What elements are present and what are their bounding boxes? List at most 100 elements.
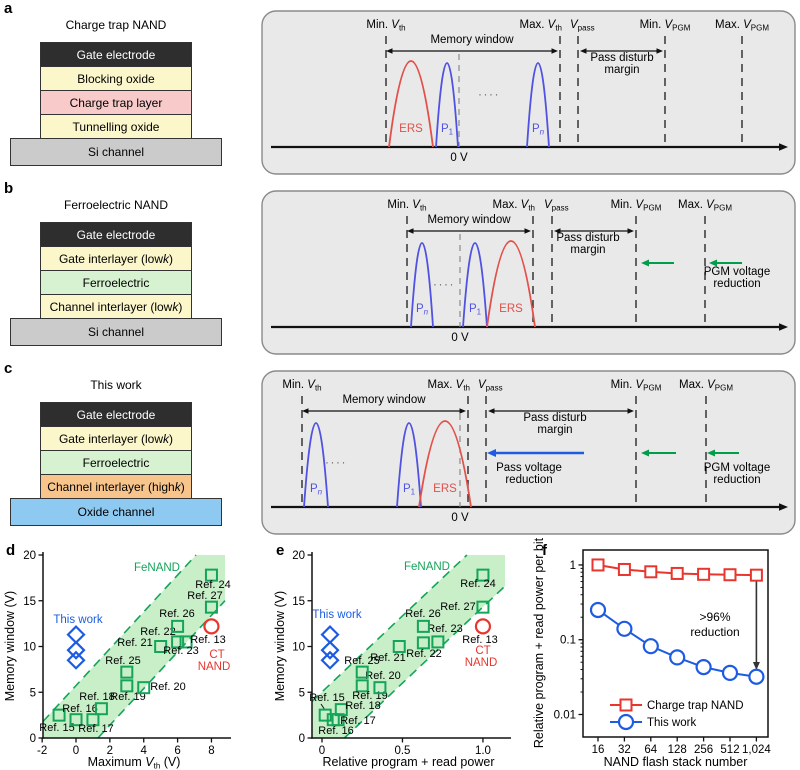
- stack-substrate: Si channel: [10, 138, 222, 166]
- stack-layer: Blocking oxide: [40, 66, 192, 91]
- stack-layer: Gate electrode: [40, 402, 192, 427]
- scatter-memory-window-vs-power: 0 0.5 1.0 0 5 10 15 20 Relative program + read p…: [273, 550, 511, 769]
- arrowhead-icon: [627, 228, 634, 234]
- x-tick-label: -2: [37, 745, 47, 757]
- marker-diamond: [66, 640, 86, 660]
- marker-square: [416, 636, 430, 650]
- arrowhead-icon: [551, 48, 558, 54]
- series-annotation: NAND: [198, 661, 231, 673]
- arrowhead-icon: [627, 408, 634, 414]
- ref-label: Ref. 19: [352, 690, 387, 702]
- threshold-label: Min. VPGM: [611, 199, 662, 213]
- span-caption: Memory window: [427, 214, 511, 226]
- marker-square: [52, 708, 66, 722]
- threshold-label: Max. Vth: [428, 379, 470, 393]
- y-tick-label: 10: [292, 642, 305, 654]
- y-tick-label: 0.1: [560, 635, 576, 647]
- span-caption: Memory window: [342, 394, 426, 406]
- x-axis-label: NAND flash stack number: [604, 755, 748, 769]
- y-axis-label: Memory window (V): [3, 591, 17, 701]
- span-caption: margin: [570, 244, 605, 256]
- series-annotation: CT: [475, 645, 490, 657]
- arrowhead-icon: [407, 228, 414, 234]
- zero-volt-label: 0 V: [450, 152, 468, 164]
- stack-title: Charge trap NAND: [65, 18, 167, 32]
- marker-diamond: [320, 650, 340, 670]
- marker-square: [619, 698, 633, 712]
- peak-label: Pn: [416, 303, 429, 317]
- peak-label: P1: [441, 123, 454, 137]
- marker-square: [120, 679, 134, 693]
- marker-square: [154, 640, 168, 653]
- y-tick-label: 0: [299, 733, 305, 745]
- arrow-caption: Pass voltage: [496, 462, 562, 474]
- threshold-label: Min. VPGM: [611, 379, 662, 393]
- panel-letter-e: e: [276, 542, 285, 559]
- arrowhead-icon: [707, 449, 715, 457]
- arrowhead-icon: [709, 259, 717, 267]
- x-axis-label: Relative program + read power: [323, 755, 495, 769]
- marker-circle: [474, 618, 492, 635]
- arrow-caption: reduction: [713, 474, 760, 486]
- marker-square: [591, 558, 605, 572]
- arrowhead-icon: [641, 259, 649, 267]
- span-caption: margin: [604, 64, 639, 76]
- ellipsis-dots: ····: [433, 277, 455, 291]
- panel-letter-b: b: [4, 180, 14, 197]
- ellipsis-dots: ····: [325, 455, 347, 469]
- ref-label: Ref. 26: [159, 608, 194, 620]
- y-tick-label: 0.01: [554, 709, 576, 721]
- stack-title: This work: [90, 378, 142, 392]
- arrowhead-icon: [656, 48, 663, 54]
- threshold-label: Vpass: [570, 19, 595, 33]
- series-annotation: This work: [312, 609, 361, 621]
- marker-circle: [589, 601, 607, 619]
- span-caption: Pass disturb: [556, 232, 619, 244]
- stack-layer: Tunnelling oxide: [40, 114, 192, 139]
- band-edge: [311, 554, 468, 702]
- y-tick-label: 10: [23, 642, 36, 654]
- marker-diamond: [320, 625, 340, 645]
- arrowhead-icon: [779, 323, 788, 331]
- vth-distribution-peak: [418, 420, 472, 508]
- panel-letter-d: d: [6, 542, 16, 559]
- y-tick-label: 15: [23, 596, 36, 608]
- peak-label: P1: [403, 483, 416, 497]
- threshold-label: Min. VPGM: [640, 19, 691, 33]
- x-tick-label: 0: [73, 745, 79, 757]
- x-tick-label: 64: [644, 744, 657, 756]
- span-caption: Pass disturb: [590, 52, 653, 64]
- ellipsis-dots: ····: [478, 87, 500, 101]
- fenand-band: [43, 555, 225, 738]
- arrowhead-icon: [779, 143, 788, 151]
- zero-volt-label: 0 V: [451, 512, 469, 524]
- vth-distribution-peak: [462, 242, 488, 328]
- marker-square: [476, 600, 490, 614]
- y-tick-label: 20: [292, 550, 305, 562]
- reduction-annotation: reduction: [690, 625, 739, 639]
- ref-label: Ref. 23: [427, 623, 462, 635]
- marker-square: [94, 702, 108, 716]
- x-tick-label: 8: [208, 745, 214, 757]
- ref-label: Ref. 21: [370, 652, 405, 664]
- arrow-caption: PGM voltage: [704, 266, 770, 278]
- marker-square: [392, 640, 406, 653]
- x-tick-label: 128: [668, 744, 687, 756]
- ref-label: Ref. 27: [440, 601, 475, 613]
- y-axis-label: Relative program + read power per bit: [532, 537, 546, 748]
- ref-label: Ref. 16: [318, 725, 353, 737]
- arrowhead-icon: [641, 449, 649, 457]
- marker-square: [373, 681, 387, 695]
- arrowhead-icon: [487, 449, 496, 457]
- series-annotation: This work: [53, 614, 102, 626]
- marker-diamond: [66, 650, 86, 670]
- series-annotation: CT: [209, 649, 224, 661]
- series-annotation: NAND: [465, 657, 498, 669]
- arrowhead-icon: [752, 662, 760, 670]
- ref-label: Ref. 21: [117, 637, 152, 649]
- vth-distribution-peak: [388, 60, 434, 148]
- ref-label: Ref. 18: [345, 700, 380, 712]
- vth-distribution-peak: [303, 422, 329, 508]
- peak-label: ERS: [399, 123, 423, 135]
- marker-square: [476, 568, 490, 582]
